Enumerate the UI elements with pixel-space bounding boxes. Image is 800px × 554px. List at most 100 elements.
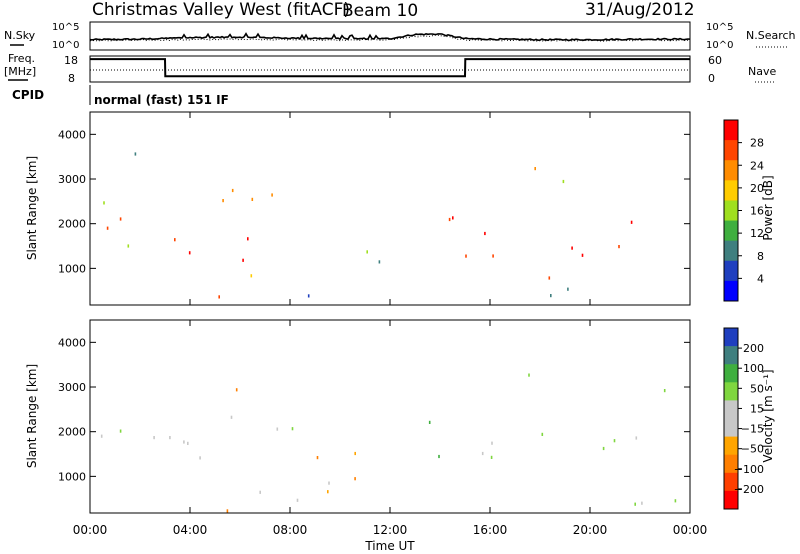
beam-label: Beam 10 (342, 1, 418, 21)
scatter-cell (242, 258, 244, 262)
power-panel: 1000 2000 3000 4000 Slant Range [km] 4 8 12 16… (25, 111, 775, 306)
velocity-ylabel: Slant Range [km] (25, 364, 39, 468)
colorbar-block (724, 200, 738, 222)
scatter-cell (199, 456, 201, 460)
noise-tick-high-right: 10^5 (706, 22, 733, 33)
scatter-cell (119, 429, 122, 433)
colorbar-block (724, 160, 738, 181)
scatter-cell (183, 440, 185, 444)
scatter-cell (169, 436, 171, 440)
scatter-cell (119, 217, 122, 221)
scatter-cell (567, 287, 569, 291)
noise-tick-low-right: 10^0 (706, 40, 733, 51)
scatter-cell (222, 199, 224, 203)
scatter-cell (103, 201, 105, 205)
scatter-cell (428, 420, 431, 424)
power-colorbar-label: Power [dB] (761, 175, 775, 240)
colorbar-block (724, 454, 738, 474)
nave-tick-low: 0 (708, 72, 715, 85)
colorbar-tick-label: 12 (750, 227, 764, 240)
nsky-label: N.Sky (4, 29, 36, 42)
colorbar-block (724, 140, 738, 161)
scatter-cell (188, 251, 191, 255)
x-tick-label: 12:00 (373, 523, 408, 537)
scatter-cell (528, 373, 530, 377)
scatter-cell (100, 434, 103, 438)
colorbar-tick-label: −200 (734, 483, 764, 496)
scatter-cell (250, 274, 253, 278)
colorbar-block (724, 240, 738, 262)
y-tick-label: 2000 (58, 426, 86, 439)
freq-label: Freq. (8, 52, 35, 65)
colorbar-tick-label: −15 (741, 423, 764, 436)
colorbar-tick-label: 28 (750, 137, 764, 150)
scatter-cell (534, 167, 536, 171)
nsearch-label: N.Search (746, 29, 796, 42)
scatter-cell (581, 253, 584, 257)
scatter-cell (618, 245, 620, 249)
colorbar-block (724, 400, 738, 419)
scatter-cell (106, 226, 109, 230)
freq-tick-low: 8 (68, 72, 75, 85)
scatter-cell (251, 197, 254, 201)
colorbar-block (724, 472, 738, 492)
colorbar-block (724, 490, 738, 510)
scatter-cell (127, 244, 130, 248)
scatter-cell (571, 246, 573, 250)
scatter-cell (641, 501, 643, 505)
date-label: 31/Aug/2012 (585, 0, 695, 20)
scatter-cell (307, 294, 310, 298)
scatter-cell (602, 446, 605, 451)
colorbar-tick-label: 24 (750, 159, 764, 172)
y-tick-label: 4000 (58, 336, 86, 349)
scatter-cell (452, 216, 454, 220)
x-tick-label: 00:00 (673, 523, 708, 537)
scatter-cell (187, 441, 189, 445)
scatter-cell (541, 432, 544, 436)
scatter-cell (316, 456, 319, 460)
velocity-panel: 1000 2000 3000 4000 Slant Range [km] 200 100… (25, 112, 775, 553)
colorbar-block (724, 436, 738, 456)
y-tick-label: 3000 (58, 173, 86, 186)
scatter-cell (230, 415, 233, 419)
noise-tick-high-left: 10^5 (52, 22, 79, 33)
frequency-line (90, 58, 690, 78)
scatter-cell (438, 454, 440, 459)
colorbar-block (724, 180, 738, 201)
scatter-cell (291, 427, 294, 431)
colorbar-block (724, 260, 738, 282)
scatter-cell (550, 294, 552, 298)
velocity-colorbar-label: Velocity [m s⁻¹] (761, 369, 775, 462)
scatter-cell (481, 451, 484, 456)
y-tick-label: 2000 (58, 218, 86, 231)
scatter-cell (354, 451, 356, 456)
scatter-cell (635, 436, 638, 440)
scatter-cell (271, 193, 273, 197)
colorbar-tick-label: −100 (734, 463, 764, 476)
scatter-cell (235, 388, 238, 392)
scatter-cell (378, 260, 381, 264)
colorbar-tick-label: 200 (743, 342, 764, 355)
scatter-cell (354, 477, 356, 481)
nave-tick-high: 60 (708, 54, 722, 67)
scatter-cell (174, 238, 176, 242)
y-tick-label: 3000 (58, 381, 86, 394)
scatter-cell (465, 254, 467, 258)
scatter-cell (634, 502, 636, 506)
scatter-cell (276, 427, 279, 431)
colorbar-block (724, 418, 738, 438)
scatter-cell (630, 220, 633, 224)
scatter-cell (296, 498, 299, 502)
noise-panel: N.Sky 10^5 10^0 10^5 10^0 N.Search (4, 21, 796, 51)
scatter-cell (328, 481, 330, 485)
colorbar-tick-label: 8 (757, 250, 764, 263)
freq-tick-high: 18 (64, 54, 78, 67)
scatter-cell (134, 152, 137, 156)
scatter-cell (231, 188, 234, 193)
scatter-cell (663, 389, 666, 393)
y-tick-label: 1000 (58, 262, 86, 275)
noise-tick-low-left: 10^0 (52, 40, 79, 51)
x-tick-label: 04:00 (173, 523, 208, 537)
x-tick-label: 00:00 (73, 523, 108, 537)
y-tick-label: 4000 (58, 128, 86, 141)
